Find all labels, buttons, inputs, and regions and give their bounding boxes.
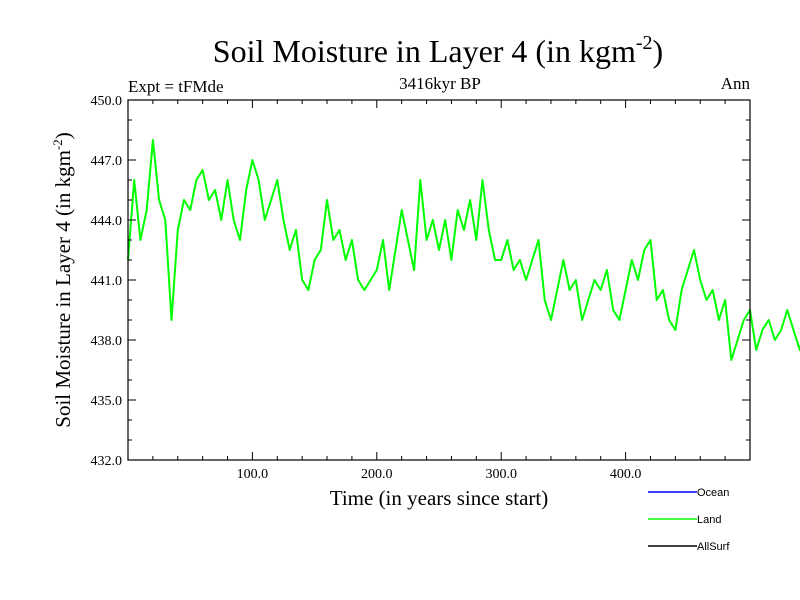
chart-title-close: ) <box>653 33 664 69</box>
y-tick-label: 435.0 <box>91 394 123 409</box>
x-axis-label: Time (in years since start) <box>330 486 549 510</box>
series-line-land <box>127 139 800 361</box>
y-tick-label: 450.0 <box>91 94 123 109</box>
y-axis-label-main: Soil Moisture in Layer 4 (in kgm <box>51 150 75 428</box>
chart-subtitle: 3416kyr BP <box>399 74 481 93</box>
legend-label-land: Land <box>697 514 721 526</box>
y-axis-label: Soil Moisture in Layer 4 (in kgm-2) <box>50 132 75 427</box>
y-tick-label: 432.0 <box>91 454 123 469</box>
legend-label-ocean: Ocean <box>697 487 729 499</box>
chart-title: Soil Moisture in Layer 4 (in kgm-2) <box>213 32 663 69</box>
chart-title-main: Soil Moisture in Layer 4 (in kgm <box>213 33 636 69</box>
legend: Ocean Land AllSurf <box>648 487 730 553</box>
y-tick-label: 441.0 <box>91 274 123 289</box>
y-tick-label: 444.0 <box>91 214 123 229</box>
x-tick-label: 200.0 <box>361 467 393 482</box>
season-label: Ann <box>721 74 751 93</box>
y-axis-label-superscript: -2 <box>50 139 65 150</box>
experiment-label: Expt = tFMde <box>128 77 224 96</box>
x-tick-label: 100.0 <box>237 467 269 482</box>
x-tick-label: 400.0 <box>610 467 642 482</box>
y-axis: 432.0 435.0 438.0 441.0 444.0 447.0 450.0 <box>91 94 750 469</box>
plot-frame <box>127 99 751 461</box>
y-axis-label-close: ) <box>51 132 75 139</box>
chart-title-superscript: -2 <box>636 32 653 54</box>
legend-label-allsurf: AllSurf <box>697 541 730 553</box>
x-tick-label: 300.0 <box>485 467 517 482</box>
series-layer <box>127 139 800 361</box>
x-axis: 100.0 200.0 300.0 400.0 <box>152 100 726 482</box>
y-tick-label: 438.0 <box>91 334 123 349</box>
y-tick-label: 447.0 <box>91 154 123 169</box>
